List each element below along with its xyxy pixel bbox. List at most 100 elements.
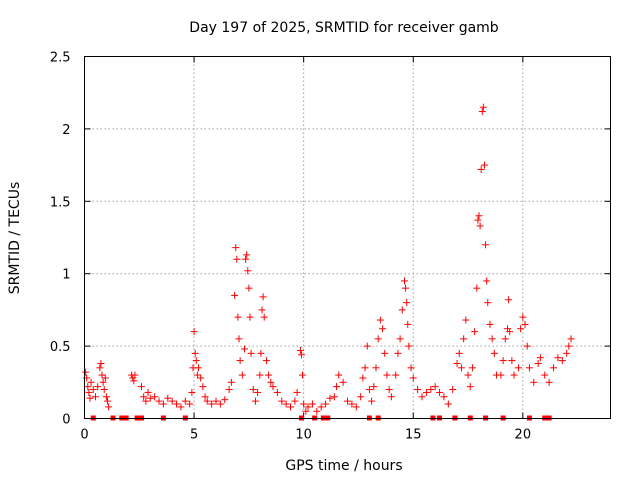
- data-point: [554, 354, 562, 362]
- data-point: [291, 397, 299, 405]
- data-point: [383, 371, 391, 379]
- data-point: [131, 371, 139, 379]
- data-point: [297, 351, 305, 359]
- data-point: [89, 386, 97, 394]
- chart-title: Day 197 of 2025, SRMTID for receiver gam…: [189, 20, 499, 36]
- data-point: [104, 397, 112, 405]
- data-point: [466, 383, 474, 391]
- data-point: [368, 397, 376, 405]
- data-point: [403, 299, 411, 307]
- y-tick-label: 2: [62, 123, 70, 138]
- data-point: [190, 328, 198, 336]
- grid-lines: [84, 56, 611, 419]
- data-point: [376, 316, 384, 324]
- data-point: [100, 386, 108, 394]
- data-point: [278, 397, 286, 405]
- data-point: [151, 393, 159, 401]
- x-tick-label: 10: [295, 428, 312, 443]
- data-point: [473, 284, 481, 292]
- data-point: [407, 364, 415, 372]
- data-point: [234, 313, 242, 321]
- data-point: [194, 364, 202, 372]
- data-point: [293, 388, 301, 396]
- data-point: [242, 255, 250, 263]
- data-point: [514, 364, 522, 372]
- data-point: [102, 393, 110, 401]
- data-point: [258, 306, 266, 314]
- data-point: [231, 291, 239, 299]
- data-point: [478, 108, 486, 116]
- data-point: [91, 393, 99, 401]
- data-point: [269, 383, 277, 391]
- data-point: [488, 335, 496, 343]
- data-point: [565, 342, 573, 350]
- data-point: [317, 403, 325, 411]
- data-point: [99, 378, 107, 386]
- y-tick-label: 1: [62, 268, 70, 283]
- data-point: [273, 388, 281, 396]
- y-tick-label: 0.5: [50, 340, 71, 355]
- data-point: [188, 388, 196, 396]
- data-point: [191, 349, 199, 357]
- data-point: [84, 383, 92, 391]
- data-point: [497, 371, 505, 379]
- data-point: [474, 216, 482, 224]
- data-point: [385, 386, 393, 394]
- data-point: [302, 407, 310, 415]
- y-axis-label: SRMTID / TECUs: [7, 182, 23, 295]
- data-point: [296, 346, 304, 354]
- data-point: [365, 386, 373, 394]
- data-point: [227, 378, 235, 386]
- data-point: [482, 241, 490, 249]
- data-point: [534, 359, 542, 367]
- data-point: [232, 244, 240, 252]
- data-point: [455, 349, 463, 357]
- data-point: [322, 400, 330, 408]
- data-point: [245, 284, 253, 292]
- data-point: [505, 296, 513, 304]
- data-point: [398, 306, 406, 314]
- data-point: [262, 357, 270, 365]
- data-point: [94, 383, 102, 391]
- data-point: [521, 320, 529, 328]
- data-point: [197, 374, 205, 382]
- data-point: [405, 342, 413, 350]
- data-point: [155, 397, 163, 405]
- data-point: [267, 378, 275, 386]
- data-point: [372, 364, 380, 372]
- data-point: [304, 403, 312, 411]
- data-point: [440, 393, 448, 401]
- data-point: [508, 357, 516, 365]
- data-point: [201, 393, 209, 401]
- data-point: [326, 394, 334, 402]
- data-point: [374, 335, 382, 343]
- data-point: [464, 371, 472, 379]
- x-axis-label: GPS time / hours: [285, 458, 402, 474]
- data-point: [402, 284, 410, 292]
- data-point: [483, 277, 491, 285]
- data-point: [414, 386, 422, 394]
- data-point: [344, 397, 351, 405]
- data-point: [82, 368, 90, 376]
- x-tick-label: 0: [80, 428, 88, 443]
- data-point: [392, 371, 400, 379]
- data-point: [530, 378, 538, 386]
- data-point: [236, 357, 244, 365]
- data-point: [238, 371, 246, 379]
- data-point: [159, 400, 167, 408]
- data-point: [260, 313, 268, 321]
- data-point: [567, 335, 575, 343]
- data-point: [563, 349, 571, 357]
- data-point: [396, 335, 404, 343]
- data-point: [212, 397, 220, 405]
- data-point: [444, 400, 452, 408]
- data-point: [517, 325, 525, 333]
- data-point: [476, 222, 484, 230]
- data-point: [130, 377, 138, 385]
- data-point: [233, 255, 241, 263]
- data-point: [422, 388, 430, 396]
- data-point: [339, 378, 347, 386]
- data-point: [243, 251, 251, 259]
- data-point: [193, 371, 201, 379]
